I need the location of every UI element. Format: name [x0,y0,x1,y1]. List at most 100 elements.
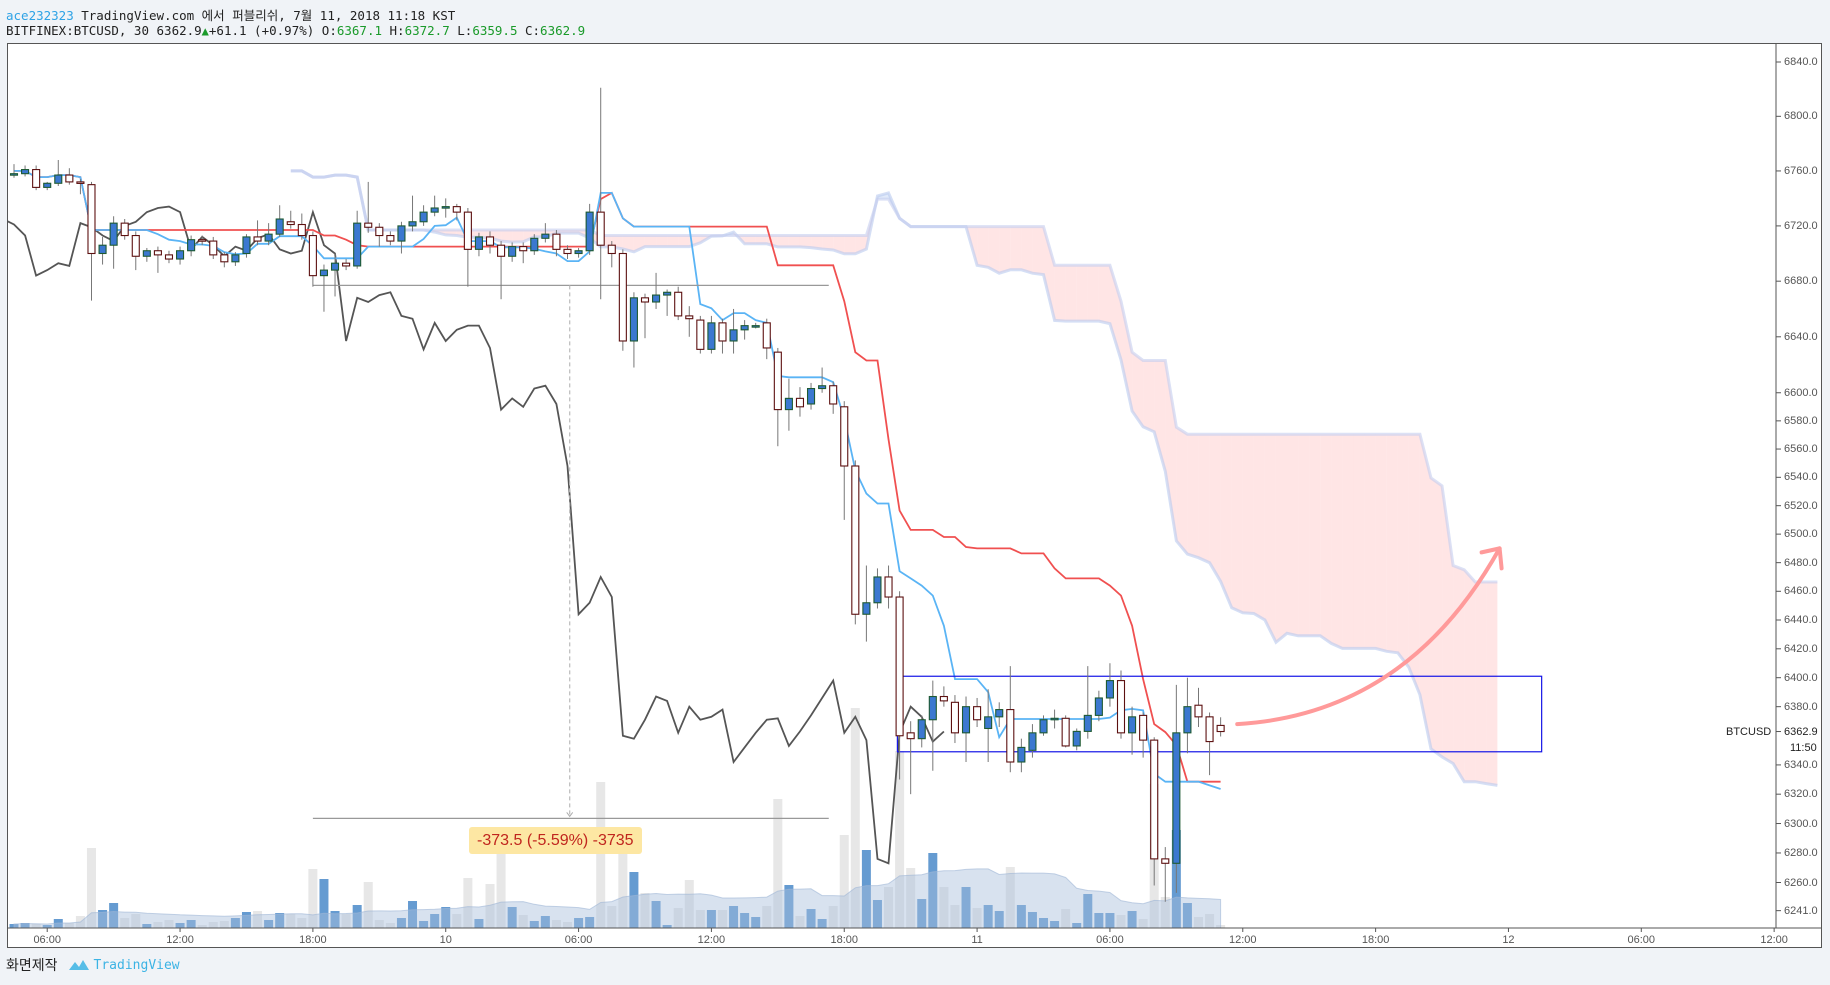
cloud-segment [1209,434,1221,582]
lagging-span-line [8,205,945,865]
candle-body [1216,724,1225,733]
volume-bar [961,887,971,928]
candle [131,231,140,271]
cloud-segment [755,235,767,244]
candle [718,318,727,354]
ichimoku-cloud [290,169,1498,787]
candle [1028,724,1037,758]
candle [342,259,351,271]
candle-body [1172,732,1181,864]
cloud-segment [1187,434,1199,558]
candle-body [652,294,661,303]
volume-bar [651,901,661,928]
candle-body [961,706,971,734]
candle-body [1061,717,1070,747]
volume-bar [330,911,340,928]
price-change: +61.1 (+0.97%) [208,23,315,38]
candle [275,205,284,237]
volume-bar [1116,915,1126,928]
candle-body [109,222,118,246]
cloud-segment [1021,226,1033,274]
candle [187,235,196,257]
volume-bar [109,903,119,928]
volume-bar [352,905,362,928]
candle [906,721,915,795]
candle-body [585,211,594,252]
cloud-segment [1375,434,1387,652]
volume-bar [983,905,993,928]
candle [541,223,550,243]
candle-body [596,211,605,246]
candle-body [286,221,295,226]
time-tick-label: 06:00 [1096,934,1124,946]
cloud-segment [1076,265,1088,322]
candle [1094,690,1103,722]
candle [109,216,118,269]
price-tick-label: 6320.0 [1784,788,1818,801]
cloud-segment [1320,434,1332,644]
tradingview-brand[interactable]: TradingView [68,958,180,973]
candle [552,230,561,257]
candle-body [463,211,472,250]
candle-body [76,181,85,184]
price-tick-label: 6480.0 [1784,556,1818,569]
volume-bar [695,910,705,928]
cloud-segment [1253,434,1265,621]
candle [364,181,373,233]
candle-body [1039,719,1048,734]
volume-bar [64,923,74,928]
candle [530,234,539,255]
candle [1150,737,1159,886]
candle [1050,709,1059,729]
candle [153,246,162,273]
candle-body [54,174,63,184]
volume-bar [1050,921,1060,928]
cloud-segment [1132,352,1144,427]
candle-body [751,325,760,328]
candle [1139,712,1148,758]
cloud-segment [844,235,856,254]
candle [330,253,340,297]
volume-bar [186,920,196,928]
price-tick-label: 6440.0 [1784,614,1818,626]
volume-bar [485,884,495,928]
price-tick-label: 6280.0 [1784,846,1818,859]
volume-ma-area [13,868,1222,928]
candle-body [264,233,273,242]
volume-bar [341,914,351,928]
candle-body [397,225,406,242]
time-tick-label: 06:00 [1627,934,1656,946]
candle [452,203,461,221]
volume-bar [1072,923,1082,928]
candle [1194,687,1203,728]
candle [961,696,971,762]
cloud-segment [656,235,668,247]
volume-bar [607,906,617,928]
candle-body [275,218,284,235]
volume-bar [1205,914,1215,928]
volume-bar [717,910,727,928]
candle-body [65,174,74,183]
volume-bar [1105,913,1115,928]
candle [995,702,1004,728]
candle [519,242,528,264]
curved-arrow [1235,546,1502,727]
candle [563,245,572,260]
volume-bar [1127,911,1137,928]
brand-text: TradingView [93,957,180,973]
volume-bar [662,925,672,928]
price-tick-label: 6540.0 [1784,471,1818,484]
author-link[interactable]: ace232323 [6,8,74,23]
candle-body [408,221,417,227]
volume-bar [441,907,451,928]
candle [950,695,960,744]
time-tick-label: 11 [971,934,983,946]
price-tick-label: 6580.0 [1784,414,1818,427]
candle-body [9,173,19,176]
close-label: C: [517,23,541,38]
candle [164,250,174,264]
candle-body [1139,714,1148,741]
volume-bar [286,914,296,928]
chart-pane[interactable] [7,43,1822,948]
